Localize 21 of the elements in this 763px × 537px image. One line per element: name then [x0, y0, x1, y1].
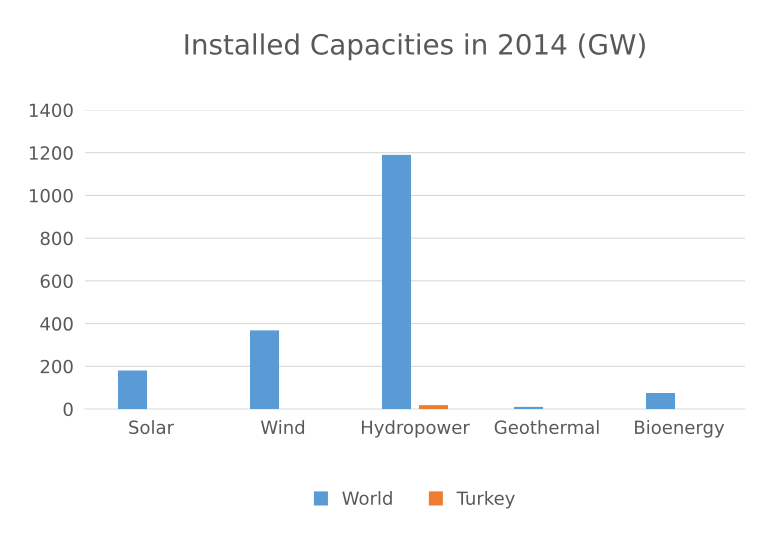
y-tick-label: 800 [40, 232, 73, 246]
y-tick-label: 1000 [30, 188, 73, 203]
legend-label: World [342, 491, 392, 506]
y-tick-label: 200 [40, 360, 73, 374]
bar [418, 405, 448, 409]
bar [118, 370, 148, 409]
bar [382, 154, 412, 409]
bar [250, 330, 280, 409]
x-tick-label: Solar [129, 420, 174, 434]
chart-title: Installed Capacities in 2014 (GW) [185, 33, 645, 60]
x-tick-label: Bioenergy [635, 420, 724, 438]
bar [646, 392, 676, 409]
y-tick-label: 1400 [30, 103, 73, 118]
x-tick-label: Wind [260, 420, 304, 434]
y-tick-label: 600 [40, 274, 73, 288]
legend-label: Turkey [456, 491, 515, 509]
y-tick-label: 1200 [30, 146, 73, 160]
y-tick-label: 0 [64, 402, 73, 416]
y-tick-label: 400 [40, 317, 73, 331]
x-tick-label: Geothermal [494, 420, 599, 434]
x-tick-label: Hydropower [362, 420, 470, 438]
